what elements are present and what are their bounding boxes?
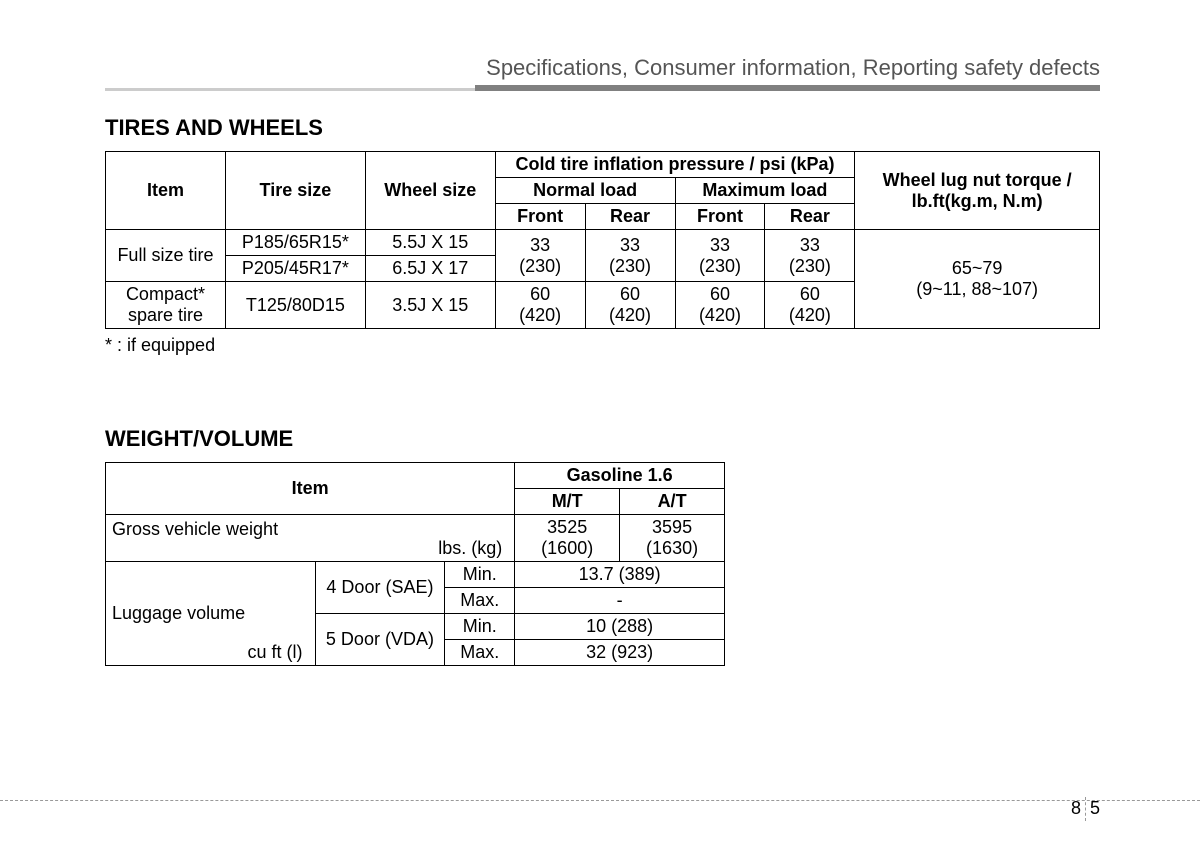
col-front: Front bbox=[675, 204, 765, 230]
cell-wheel-size: 6.5J X 17 bbox=[365, 256, 495, 282]
col-pressure: Cold tire inflation pressure / psi (kPa) bbox=[495, 152, 855, 178]
col-rear: Rear bbox=[765, 204, 855, 230]
cell-value: - bbox=[515, 588, 725, 614]
weight-section: WEIGHT/VOLUME Item Gasoline 1.6 M/T A/T … bbox=[105, 426, 1100, 666]
cell-gvw: Gross vehicle weight lbs. (kg) bbox=[106, 515, 515, 562]
tires-section-title: TIRES AND WHEELS bbox=[105, 115, 1100, 141]
page-number: 85 bbox=[1071, 797, 1100, 821]
col-wheel-size: Wheel size bbox=[365, 152, 495, 230]
weight-section-title: WEIGHT/VOLUME bbox=[105, 426, 1100, 452]
cell-luggage: Luggage volume cu ft (l) bbox=[106, 562, 316, 666]
table-row: Item Tire size Wheel size Cold tire infl… bbox=[106, 152, 1100, 178]
col-engine: Gasoline 1.6 bbox=[515, 463, 725, 489]
cell-5door: 5 Door (VDA) bbox=[315, 614, 445, 666]
cell-value: 10 (288) bbox=[515, 614, 725, 640]
col-normal-load: Normal load bbox=[495, 178, 675, 204]
cell-pressure: 33(230) bbox=[765, 230, 855, 282]
header-rule-dark bbox=[475, 85, 1100, 91]
cell-max: Max. bbox=[445, 640, 515, 666]
cell-tire-size: T125/80D15 bbox=[225, 282, 365, 329]
tires-table: Item Tire size Wheel size Cold tire infl… bbox=[105, 151, 1100, 329]
header-rule-light bbox=[105, 88, 475, 91]
cell-pressure: 60(420) bbox=[495, 282, 585, 329]
cell-tire-size: P205/45R17* bbox=[225, 256, 365, 282]
col-item: Item bbox=[106, 152, 226, 230]
cell-min: Min. bbox=[445, 614, 515, 640]
cell-min: Min. bbox=[445, 562, 515, 588]
col-at: A/T bbox=[620, 489, 725, 515]
cell-tire-size: P185/65R15* bbox=[225, 230, 365, 256]
col-torque: Wheel lug nut torque / lb.ft(kg.m, N.m) bbox=[855, 152, 1100, 230]
cell-4door: 4 Door (SAE) bbox=[315, 562, 445, 614]
cell-wheel-size: 3.5J X 15 bbox=[365, 282, 495, 329]
table-row: Luggage volume cu ft (l) 4 Door (SAE) Mi… bbox=[106, 562, 725, 588]
col-mt: M/T bbox=[515, 489, 620, 515]
tires-footnote: * : if equipped bbox=[105, 335, 1100, 356]
cell-spare-tire: Compact*spare tire bbox=[106, 282, 226, 329]
col-rear: Rear bbox=[585, 204, 675, 230]
cell-pressure: 60(420) bbox=[585, 282, 675, 329]
col-tire-size: Tire size bbox=[225, 152, 365, 230]
cell-max: Max. bbox=[445, 588, 515, 614]
cell-pressure: 60(420) bbox=[675, 282, 765, 329]
cell-pressure: 60(420) bbox=[765, 282, 855, 329]
page-header-breadcrumb: Specifications, Consumer information, Re… bbox=[486, 55, 1100, 81]
cell-gvw-mt: 3525(1600) bbox=[515, 515, 620, 562]
page-content: TIRES AND WHEELS Item Tire size Wheel si… bbox=[105, 115, 1100, 666]
col-front: Front bbox=[495, 204, 585, 230]
cell-full-size-tire: Full size tire bbox=[106, 230, 226, 282]
cell-wheel-size: 5.5J X 15 bbox=[365, 230, 495, 256]
cell-gvw-at: 3595(1630) bbox=[620, 515, 725, 562]
table-row: Gross vehicle weight lbs. (kg) 3525(1600… bbox=[106, 515, 725, 562]
cell-pressure: 33(230) bbox=[585, 230, 675, 282]
cell-pressure: 33(230) bbox=[675, 230, 765, 282]
col-max-load: Maximum load bbox=[675, 178, 855, 204]
table-row: Full size tire P185/65R15* 5.5J X 15 33(… bbox=[106, 230, 1100, 256]
cell-value: 32 (923) bbox=[515, 640, 725, 666]
col-item: Item bbox=[106, 463, 515, 515]
cell-pressure: 33(230) bbox=[495, 230, 585, 282]
page-footer-rule bbox=[0, 800, 1200, 801]
cell-value: 13.7 (389) bbox=[515, 562, 725, 588]
table-row: Item Gasoline 1.6 bbox=[106, 463, 725, 489]
cell-torque: 65~79(9~11, 88~107) bbox=[855, 230, 1100, 329]
weight-table: Item Gasoline 1.6 M/T A/T Gross vehicle … bbox=[105, 462, 725, 666]
